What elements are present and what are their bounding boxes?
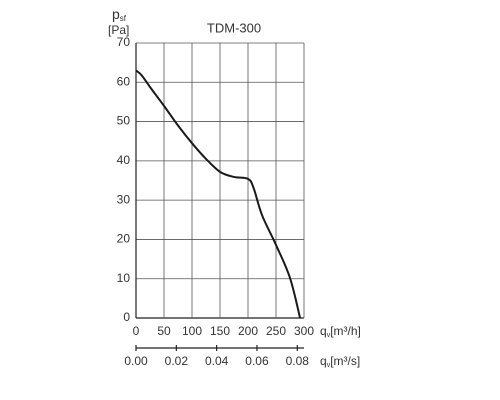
x-tick-label: 300 bbox=[294, 324, 314, 338]
x-label-main: q bbox=[320, 324, 327, 338]
y-tick-label: 20 bbox=[117, 232, 131, 246]
x2-tick-label: 0.06 bbox=[245, 354, 269, 368]
x2-label-main: q bbox=[320, 354, 327, 368]
y-axis-unit: [Pa] bbox=[108, 23, 129, 37]
y-tick-label: 70 bbox=[117, 35, 131, 49]
y-tick-label: 30 bbox=[117, 192, 131, 206]
y-tick-label: 60 bbox=[117, 74, 131, 88]
x2-tick-label: 0.00 bbox=[124, 354, 148, 368]
x2-tick-label: 0.02 bbox=[165, 354, 189, 368]
x-tick-label: 100 bbox=[182, 324, 202, 338]
y-label-sub: sf bbox=[120, 14, 127, 23]
x2-label-sub: v bbox=[327, 362, 331, 369]
x-label-unit: [m³/h] bbox=[330, 324, 361, 338]
y-axis-label: psf bbox=[112, 6, 127, 23]
x2-axis-label: qv[m³/s] bbox=[320, 354, 360, 369]
x-label-sub: v bbox=[327, 332, 331, 339]
x-tick-label: 150 bbox=[210, 324, 230, 338]
y-tick-label: 10 bbox=[117, 271, 131, 285]
x-tick-label: 250 bbox=[266, 324, 286, 338]
x2-label-unit: [m³/s] bbox=[330, 354, 360, 368]
y-tick-label: 40 bbox=[117, 153, 131, 167]
x-tick-label: 200 bbox=[238, 324, 258, 338]
x2-tick-label: 0.04 bbox=[205, 354, 229, 368]
x2-tick-label: 0.08 bbox=[286, 354, 310, 368]
y-tick-label: 0 bbox=[123, 310, 130, 324]
x-tick-label: 50 bbox=[157, 324, 171, 338]
x-tick-label: 0 bbox=[133, 324, 140, 338]
chart-title: TDM-300 bbox=[207, 20, 261, 35]
y-tick-label: 50 bbox=[117, 114, 131, 128]
curve bbox=[135, 69, 302, 319]
x-axis-label: qv[m³/h] bbox=[320, 324, 361, 339]
y-label-main: p bbox=[112, 6, 120, 22]
